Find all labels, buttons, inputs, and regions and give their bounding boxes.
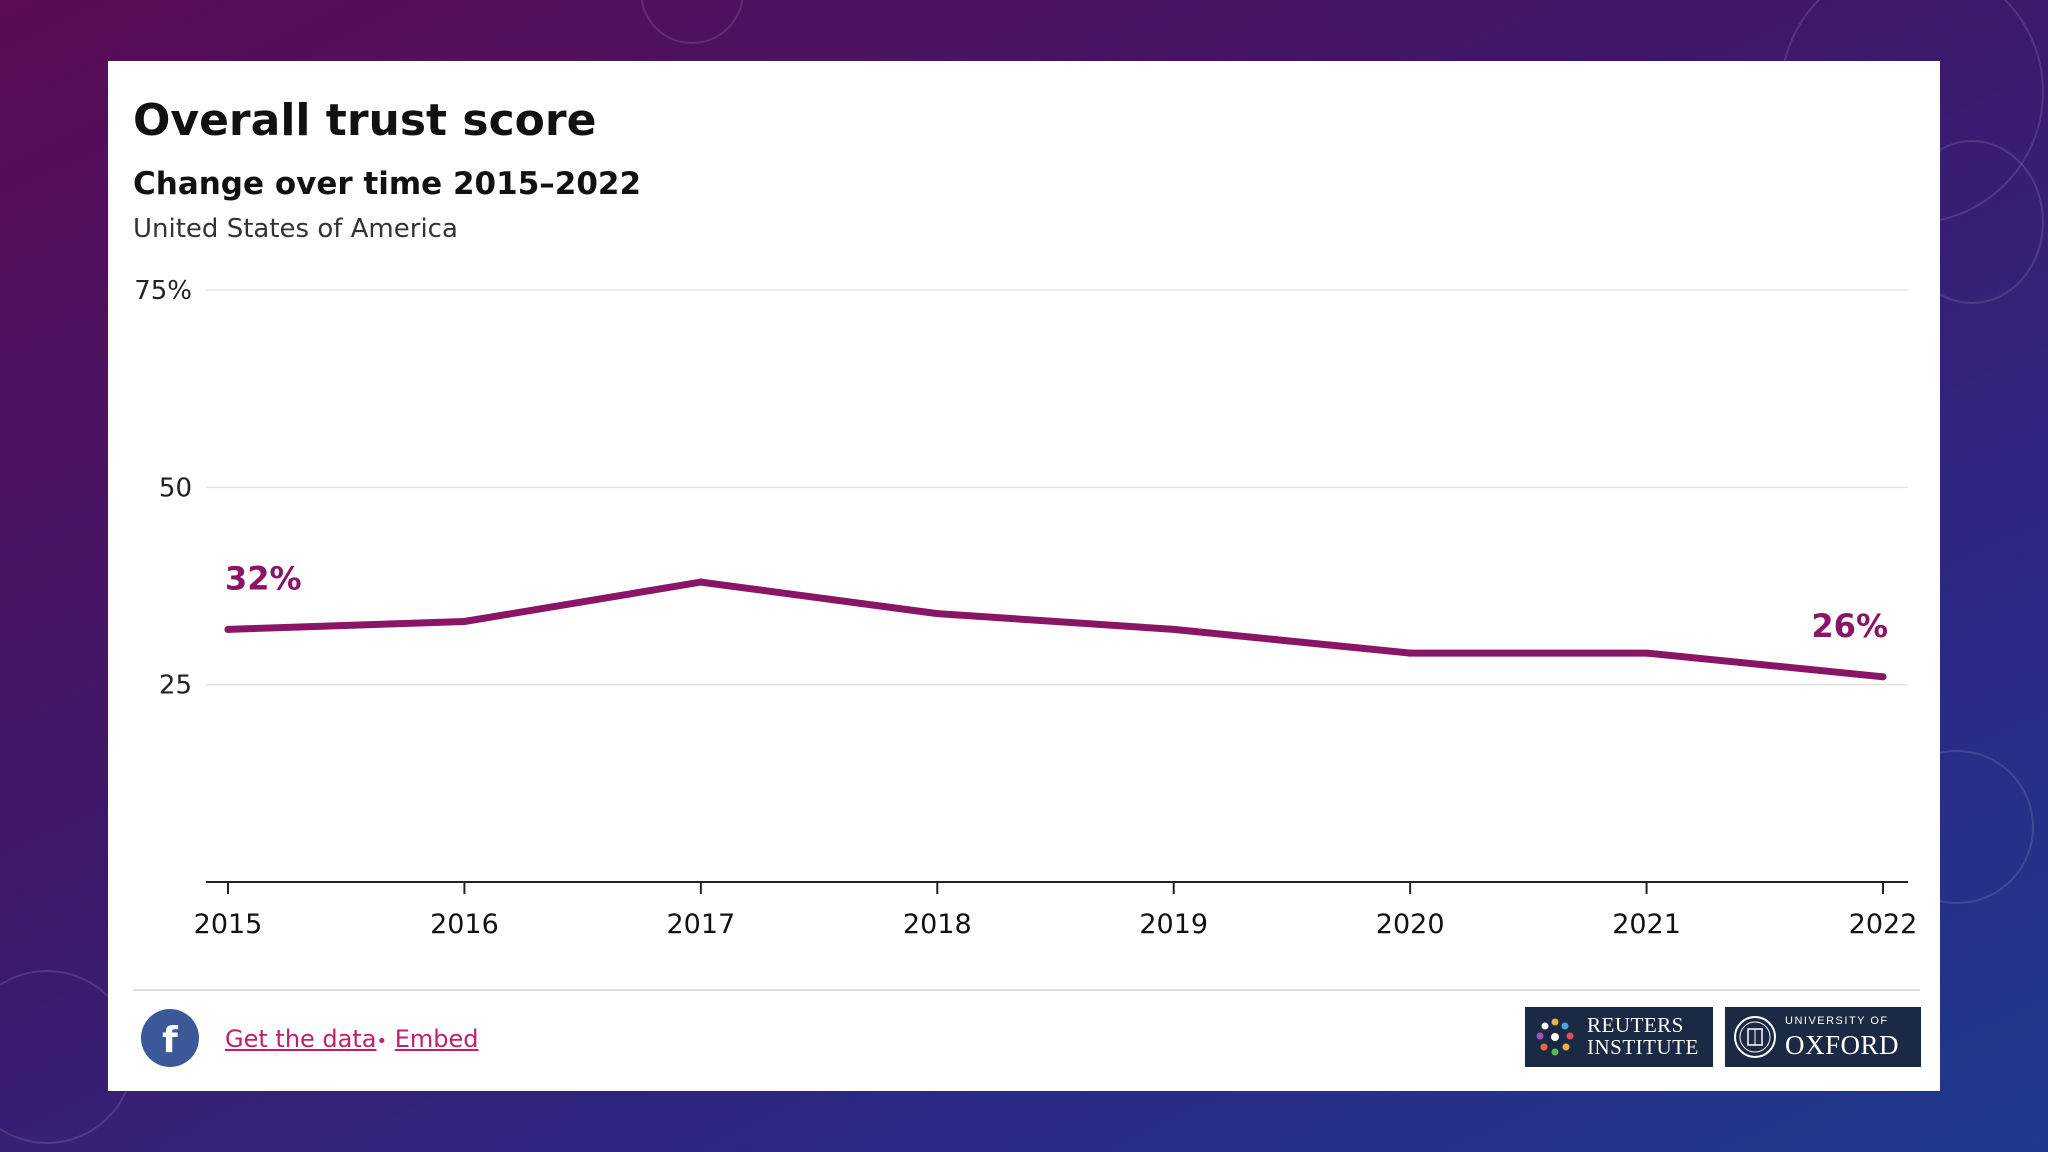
data-label: 32%	[225, 559, 302, 597]
line-chart: 25 50 75% 2015 2016 2017 2018 2019 2020 2021 2022 3…	[134, 276, 1918, 940]
data-point	[933, 610, 941, 618]
link-separator: •	[376, 1031, 388, 1052]
data-point	[224, 625, 232, 633]
y-tick-label: 75%	[134, 276, 192, 306]
x-tick-label: 2020	[1376, 909, 1445, 940]
reuters-logo-text: REUTERS INSTITUTE	[1587, 1014, 1699, 1058]
x-tick-label: 2021	[1612, 909, 1681, 940]
reuters-logo-line2: INSTITUTE	[1587, 1035, 1699, 1059]
chart-subtitle: Change over time 2015–2022	[133, 166, 642, 202]
footer-links: Get the data• Embed	[225, 1025, 479, 1053]
chart-title: Overall trust score	[133, 95, 597, 146]
embed-link[interactable]: Embed	[394, 1025, 479, 1053]
x-tick-label: 2019	[1139, 909, 1208, 940]
y-tick-label: 50	[159, 473, 192, 503]
data-point	[1170, 625, 1178, 633]
y-tick-label: 25	[159, 671, 192, 701]
facebook-icon[interactable]: f	[141, 1009, 199, 1067]
data-point	[697, 578, 705, 586]
chart-country: United States of America	[133, 214, 458, 244]
data-label: 26%	[1811, 607, 1888, 645]
oxford-logo-line1: UNIVERSITY OF	[1785, 1015, 1889, 1027]
data-point	[1406, 649, 1414, 657]
university-of-oxford-logo[interactable]: UNIVERSITY OF OXFORD	[1725, 1007, 1921, 1067]
reuters-dots-icon	[1536, 1018, 1574, 1056]
chart-card: Overall trust score Change over time 201…	[108, 61, 1940, 1091]
data-point	[1643, 649, 1651, 657]
x-tick-label: 2016	[430, 909, 499, 940]
trust-score-line	[224, 578, 1887, 681]
background-ring	[640, 0, 744, 44]
oxford-seal-icon	[1734, 1016, 1776, 1058]
x-tick-label: 2022	[1849, 909, 1918, 940]
get-the-data-link[interactable]: Get the data	[225, 1025, 377, 1053]
footer-divider	[133, 989, 1920, 991]
data-point	[1879, 673, 1887, 681]
data-point	[460, 618, 468, 626]
oxford-logo-line2: OXFORD	[1785, 1030, 1900, 1060]
x-tick-label: 2018	[903, 909, 972, 940]
x-tick-label: 2017	[666, 909, 735, 940]
x-tick-label: 2015	[194, 909, 263, 940]
reuters-institute-logo[interactable]: REUTERS INSTITUTE	[1525, 1007, 1713, 1067]
reuters-logo-line1: REUTERS	[1587, 1013, 1684, 1037]
